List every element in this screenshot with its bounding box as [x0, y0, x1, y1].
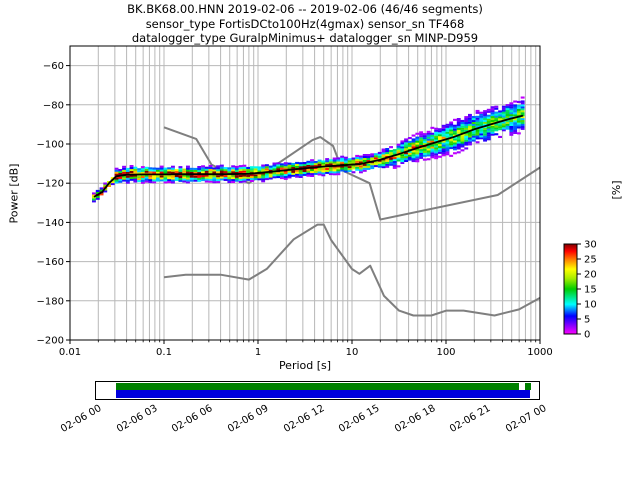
y-tick-label: −80 [43, 100, 64, 111]
x-tick-label: 1 [255, 347, 261, 358]
y-tick-label: −180 [37, 296, 64, 307]
psd-histogram-cells [92, 96, 525, 203]
colorbar-tick-label: 5 [584, 315, 590, 326]
colorbar-tick-label: 10 [584, 300, 597, 311]
y-axis-label: Power [dB] [7, 163, 21, 224]
psd-mode-line [93, 114, 524, 198]
colorbar: 30 25 20 15 10 5 0 [563, 240, 597, 341]
y-tick-label: −200 [37, 336, 64, 347]
timeline-green-segment [524, 383, 531, 390]
x-tick-label: 1000 [527, 347, 552, 358]
title-line-datalogger: datalogger_type GuralpMinimus+ datalogge… [131, 31, 479, 45]
y-tick-label: −60 [43, 61, 64, 72]
y-tick-label: −160 [37, 257, 64, 268]
title-line-station: BK.BK68.00.HNN 2019-02-06 -- 2019-02-06 … [127, 2, 483, 16]
timeline-blue-segment [115, 390, 531, 398]
colorbar-tick-label: 20 [584, 270, 597, 281]
colorbar-label: [%] [610, 180, 623, 200]
data-coverage-timeline [95, 381, 540, 400]
x-tick-label: 100 [436, 347, 455, 358]
title-line-sensor: sensor_type FortisDCto100Hz(4gmax) senso… [145, 16, 465, 31]
peterson-noise-model-lines [163, 126, 541, 317]
colorbar-tick-label: 15 [584, 285, 597, 296]
colorbar-tick-label: 0 [584, 330, 590, 341]
x-tick-label: 0.01 [59, 347, 81, 358]
axes-frame-and-ticks: 0.01 0.1 1 10 100 1000 −60 −80 −100 −120 −140 −160 −… [37, 45, 553, 358]
y-tick-label: −140 [37, 218, 64, 229]
x-tick-label: 10 [346, 347, 359, 358]
x-axis-label: Period [s] [278, 359, 332, 372]
y-tick-label: −120 [37, 179, 64, 190]
x-tick-label: 0.1 [156, 347, 172, 358]
colorbar-tick-label: 25 [584, 255, 597, 266]
colorbar-tick-label: 30 [584, 240, 597, 251]
y-tick-label: −100 [37, 140, 64, 151]
timeline-green-segment [115, 383, 520, 390]
plot-title: BK.BK68.00.HNN 2019-02-06 -- 2019-02-06 … [70, 2, 540, 46]
grid-lines [69, 46, 541, 340]
